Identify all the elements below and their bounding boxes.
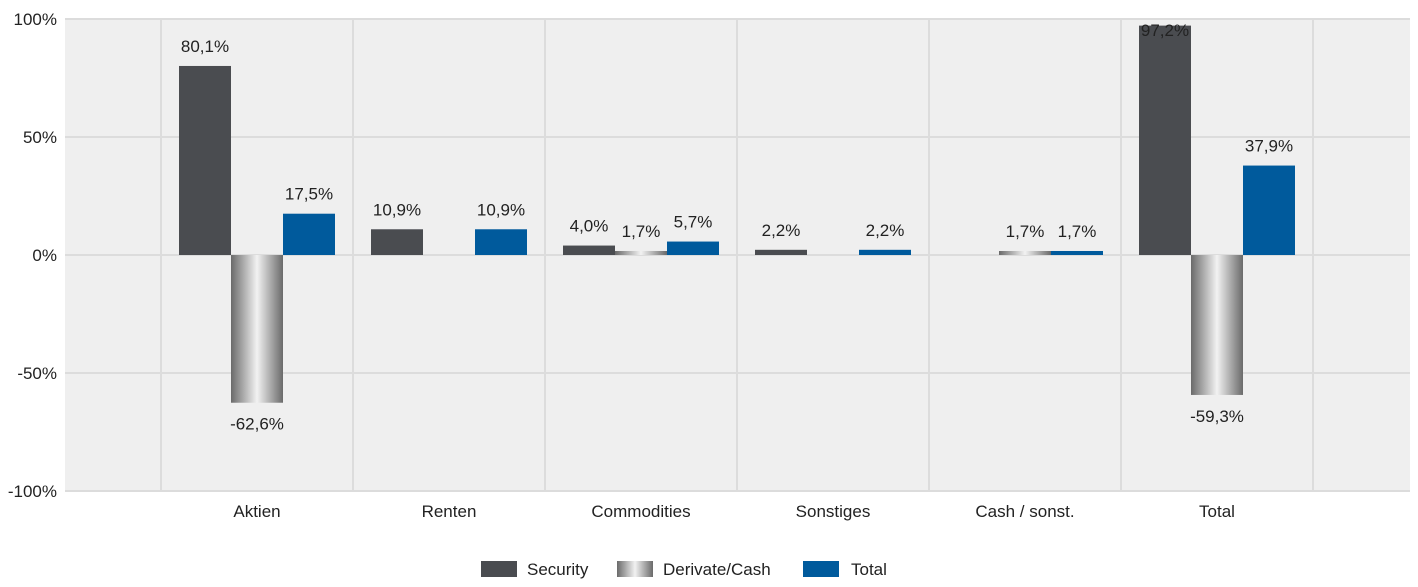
- data-label: 4,0%: [570, 217, 609, 236]
- y-tick-label: -50%: [17, 364, 57, 383]
- y-tick-label: 0%: [32, 246, 57, 265]
- data-label: 1,7%: [622, 222, 661, 241]
- data-label: 80,1%: [181, 37, 229, 56]
- data-label: 1,7%: [1058, 222, 1097, 241]
- bar-security: [755, 249, 807, 255]
- data-label: 2,2%: [762, 221, 801, 240]
- x-category-label: Aktien: [233, 502, 280, 521]
- data-label: 10,9%: [373, 200, 421, 219]
- legend: Security Derivate/Cash Total: [481, 560, 887, 579]
- x-category-label: Renten: [422, 502, 477, 521]
- x-category-label: Commodities: [591, 502, 690, 521]
- data-label: 2,2%: [866, 221, 905, 240]
- y-tick-label: 50%: [23, 128, 57, 147]
- y-tick-label: 100%: [14, 10, 57, 29]
- bar-security: [1139, 25, 1191, 255]
- legend-swatch: [617, 561, 653, 577]
- bar-total: [859, 249, 911, 255]
- legend-label: Security: [527, 560, 589, 579]
- bar-total: [1051, 250, 1103, 255]
- bar-derivate-cash: [231, 255, 283, 403]
- data-label: 5,7%: [674, 213, 713, 232]
- legend-swatch: [803, 561, 839, 577]
- bar-security: [563, 245, 615, 255]
- x-category-label: Total: [1199, 502, 1235, 521]
- data-label: 97,2%: [1141, 21, 1189, 40]
- bar-total: [283, 213, 335, 255]
- legend-label: Derivate/Cash: [663, 560, 771, 579]
- data-label: -62,6%: [230, 415, 284, 434]
- legend-label: Total: [851, 560, 887, 579]
- bar-total: [667, 241, 719, 255]
- data-label: 37,9%: [1245, 137, 1293, 156]
- axis-labels: 100% 50% 0% -50% -100% Aktien Renten Commoditie…: [8, 10, 1235, 521]
- data-labels: 80,1% -62,6% 17,5% 10,9% 10,9% 4,0% 1,7% 5,7% 2,…: [181, 21, 1293, 434]
- bar-derivate-cash: [615, 250, 667, 255]
- bar-derivate-cash: [999, 250, 1051, 255]
- y-tick-label: -100%: [8, 482, 57, 501]
- legend-swatch: [481, 561, 517, 577]
- x-category-label: Sonstiges: [796, 502, 871, 521]
- bar-total: [475, 229, 527, 255]
- bars: [179, 25, 1295, 403]
- bar-security: [179, 65, 231, 256]
- bar-total: [1243, 165, 1295, 255]
- data-label: -59,3%: [1190, 407, 1244, 426]
- data-label: 10,9%: [477, 200, 525, 219]
- bar-security: [371, 229, 423, 255]
- data-label: 17,5%: [285, 185, 333, 204]
- data-label: 1,7%: [1006, 222, 1045, 241]
- bar-derivate-cash: [1191, 255, 1243, 395]
- x-category-label: Cash / sonst.: [975, 502, 1074, 521]
